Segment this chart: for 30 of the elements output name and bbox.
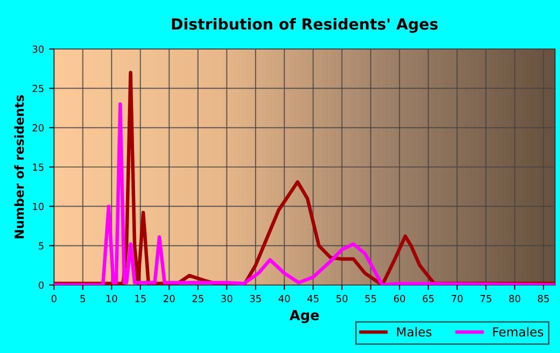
- x-tick-label: 30: [221, 294, 232, 302]
- x-tick-label: 45: [307, 295, 318, 302]
- x-tick-label: 85: [538, 294, 549, 302]
- x-tick-label: 15: [135, 295, 146, 302]
- x-tick-label: 40: [278, 294, 290, 302]
- x-tick-label: 20: [164, 294, 175, 302]
- x-tick-label: 0: [52, 294, 56, 302]
- chart-title: Distribution of Residents' Ages: [172, 18, 438, 33]
- y-tick-label: 20: [32, 124, 44, 132]
- x-tick-label: 50: [336, 294, 348, 302]
- x-axis-title: Age: [290, 310, 319, 324]
- legend-label: Females: [493, 326, 544, 337]
- y-tick-label: 0: [38, 281, 44, 289]
- x-tick-label: 60: [394, 294, 406, 302]
- x-tick-label: 55: [365, 295, 376, 302]
- legend-label: Males: [397, 326, 432, 337]
- x-tick-label: 80: [509, 294, 520, 302]
- y-tick-label: 10: [32, 202, 44, 210]
- y-axis-title: Number of residents: [14, 95, 24, 238]
- y-tick-label: 25: [32, 84, 44, 92]
- x-tick-label: 70: [452, 294, 463, 302]
- x-tick-label: 35: [250, 294, 261, 302]
- x-tick-label: 75: [480, 295, 492, 302]
- x-tick-label: 25: [192, 294, 204, 302]
- x-tick-label: 65: [422, 294, 434, 302]
- x-tick-label: 5: [80, 295, 86, 302]
- x-tick-label: 10: [106, 294, 118, 302]
- y-tick-label: 30: [32, 45, 44, 53]
- y-tick-label: 15: [32, 164, 44, 171]
- y-tick-label: 5: [38, 242, 44, 250]
